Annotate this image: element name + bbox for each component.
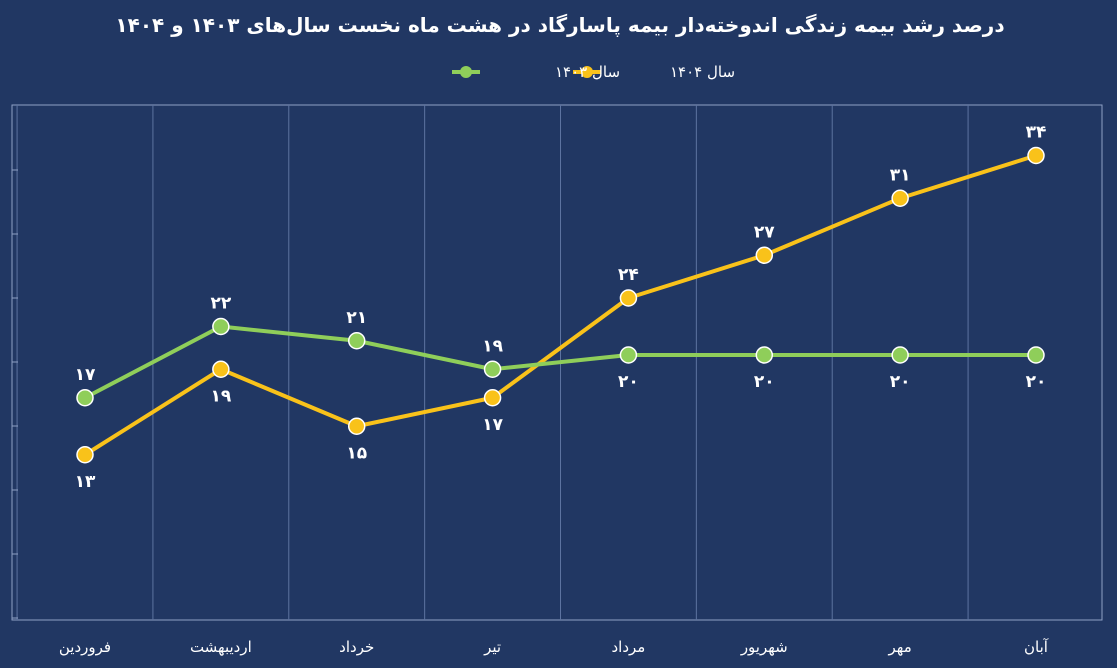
x-tick-label: مرداد [612, 638, 646, 656]
data-label: ۲۰ [618, 372, 639, 392]
data-point [755, 346, 774, 364]
data-labels: ۱۳ ۱۹ ۱۵ ۱۷ ۲۴ ۲۷ ۳۱ ۳۴ ۱۷ ۲۲ ۲۱ ۱۹ ۲۰ ۲۰ ۲۰ ۲۰ [75, 123, 1047, 492]
chart-title: درصد رشد بیمه زندگی اندوخته‌دار بیمه پاس… [115, 13, 1004, 38]
data-label: ۱۷ [482, 415, 503, 435]
data-label: ۱۷ [75, 365, 96, 385]
data-point [755, 246, 774, 264]
legend-label: سال ۱۴۰۳ [555, 63, 620, 81]
data-point [76, 446, 94, 464]
x-tick-label: خرداد [339, 638, 374, 656]
legend-item: سال ۱۴۰۳ [452, 63, 620, 81]
series-layer [76, 146, 1045, 464]
x-axis: فروردین اردیبهشت خرداد تیر مرداد شهریور مهر آبا… [59, 638, 1049, 656]
legend-swatch-marker [460, 66, 472, 78]
legend-label: سال ۱۴۰۴ [670, 63, 735, 81]
data-point [212, 317, 230, 336]
x-tick-label: تیر [483, 638, 501, 656]
x-tick-label: آبان [1024, 638, 1049, 656]
data-label: ۱۹ [210, 386, 231, 406]
data-point [212, 360, 230, 378]
data-label: ۲۲ [210, 294, 231, 314]
x-tick-label: فروردین [59, 638, 111, 656]
x-tick-label: شهریور [740, 638, 788, 656]
data-label: ۱۳ [75, 472, 96, 492]
data-point [347, 417, 366, 435]
data-label: ۲۴ [618, 265, 639, 285]
data-label: ۲۷ [754, 222, 775, 242]
data-point [347, 332, 366, 350]
series-line [84, 324, 1036, 400]
data-label: ۳۴ [1026, 123, 1047, 143]
legend: سال ۱۴۰۴ سال ۱۴۰۳ [452, 63, 735, 81]
data-label: ۲۰ [890, 372, 911, 392]
data-label: ۲۰ [1026, 372, 1047, 392]
data-point [891, 346, 909, 364]
data-label: ۱۹ [482, 336, 503, 356]
data-label: ۲۱ [346, 308, 367, 328]
data-point [76, 389, 94, 407]
data-point [1027, 346, 1045, 364]
data-label: ۲۰ [754, 372, 775, 392]
series-line [83, 153, 1037, 457]
legend-item: سال ۱۴۰۴ [573, 63, 735, 81]
data-point [891, 189, 909, 207]
legend-swatch-marker [581, 66, 593, 78]
data-point [619, 346, 638, 364]
data-point [483, 389, 502, 407]
data-point [1027, 146, 1045, 165]
data-label: ۳۱ [890, 165, 911, 185]
data-point [619, 289, 638, 307]
data-label: ۱۵ [346, 443, 367, 463]
x-tick-label: اردیبهشت [190, 638, 252, 656]
data-point [483, 360, 502, 378]
x-tick-label: مهر [888, 638, 912, 656]
